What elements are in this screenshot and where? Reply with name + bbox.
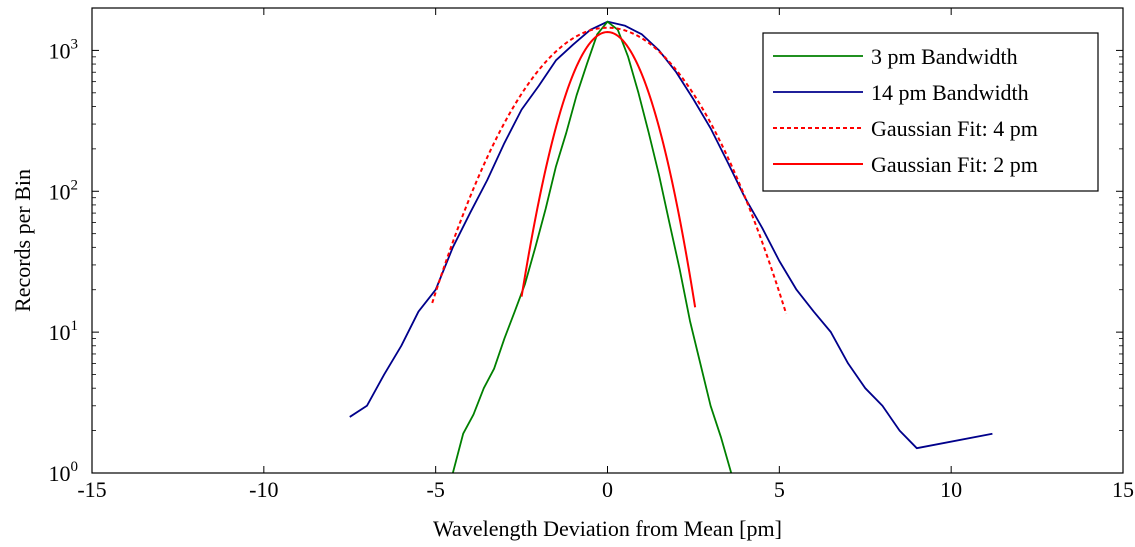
x-tick-label: 0 [602,477,613,502]
series-line-2 [431,26,788,315]
legend-entry-label: 3 pm Bandwidth [871,44,1018,69]
ticks-layer: -15 -10 -5 0 5 10 15 100 101 102 103 [49,8,1134,502]
x-tick-label: 10 [940,477,962,502]
series-line-0 [451,20,733,473]
y-tick-label: 102 [49,177,79,204]
series-line-1 [349,20,993,450]
x-tick-label: 5 [774,477,785,502]
x-axis-label: Wavelength Deviation from Mean [pm] [433,516,782,541]
series-line-3 [520,31,697,308]
y-tick-label: 101 [49,318,79,345]
legend: 3 pm Bandwidth 14 pm Bandwidth Gaussian Fi… [762,32,1099,192]
series-layer [349,20,993,473]
x-tick-label: -10 [249,477,278,502]
y-tick-label: 100 [49,459,79,486]
x-tick-label: 15 [1112,477,1134,502]
legend-entry-label: 14 pm Bandwidth [871,80,1029,105]
y-tick-label: 103 [49,36,79,63]
legend-entry-label: Gaussian Fit: 4 pm [871,116,1038,141]
legend-entry-label: Gaussian Fit: 2 pm [871,152,1038,177]
x-tick-label: -5 [427,477,445,502]
y-axis-label: Records per Bin [10,169,35,312]
x-tick-label: -15 [77,477,106,502]
